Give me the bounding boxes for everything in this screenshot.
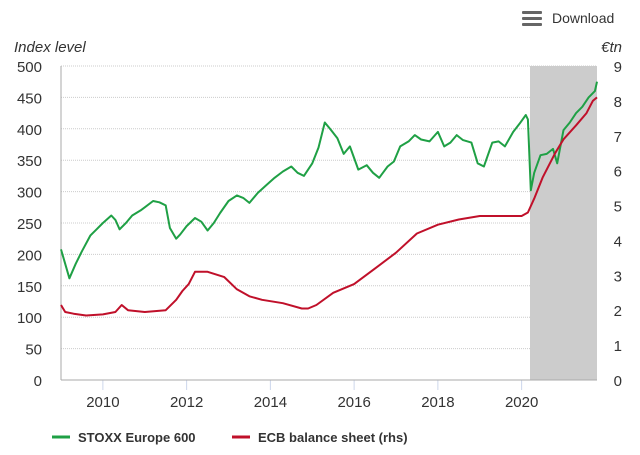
x-tick-label: 2016 xyxy=(337,394,370,411)
x-tick-label: 2012 xyxy=(170,394,203,411)
shaded-region xyxy=(530,66,597,380)
x-tick-label: 2010 xyxy=(86,394,119,411)
x-tick-label: 2018 xyxy=(421,394,454,411)
y-tick-label: 250 xyxy=(17,216,42,233)
y-axis-label: Index level xyxy=(14,39,86,56)
y2-tick-label: 1 xyxy=(614,338,622,355)
y-tick-label: 500 xyxy=(17,59,42,76)
legend: STOXX Europe 600 ECB balance sheet (rhs) xyxy=(52,430,408,445)
download-button[interactable]: Download xyxy=(522,10,614,26)
y2-tick-label: 2 xyxy=(614,303,622,320)
y2-tick-label: 5 xyxy=(614,199,622,216)
y-tick-label: 450 xyxy=(17,90,42,107)
y2-tick-label: 3 xyxy=(614,268,622,285)
stoxx-europe-600-line xyxy=(60,81,598,280)
legend-label-stoxx[interactable]: STOXX Europe 600 xyxy=(78,430,196,445)
ecb-balance-sheet-line xyxy=(60,96,598,317)
hamburger-icon xyxy=(522,10,542,26)
y2-tick-label: 0 xyxy=(614,373,622,390)
y-tick-label: 400 xyxy=(17,122,42,139)
x-tick-label: 2020 xyxy=(505,394,538,411)
y-tick-label: 0 xyxy=(34,373,42,390)
y2-tick-label: 8 xyxy=(614,94,622,111)
y2-tick-label: 4 xyxy=(614,233,622,250)
y2-tick-label: 7 xyxy=(614,129,622,146)
x-tick-label: 2014 xyxy=(254,394,287,411)
y-tick-label: 200 xyxy=(17,247,42,264)
y2-axis-label: €tn xyxy=(601,39,622,56)
download-label: Download xyxy=(552,10,615,26)
y-tick-label: 150 xyxy=(17,279,42,296)
y2-tick-label: 6 xyxy=(614,164,622,181)
y-tick-label: 350 xyxy=(17,153,42,170)
y-tick-label: 100 xyxy=(17,310,42,327)
y-tick-label: 300 xyxy=(17,185,42,202)
y-tick-label: 50 xyxy=(25,342,42,359)
y2-tick-label: 9 xyxy=(614,59,622,76)
legend-label-ecb[interactable]: ECB balance sheet (rhs) xyxy=(258,430,408,445)
